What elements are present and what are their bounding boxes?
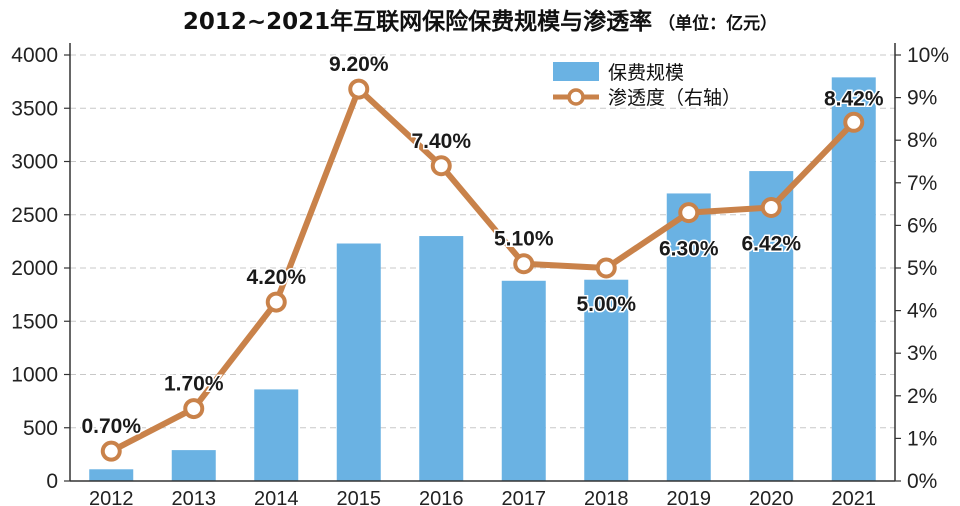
unit-note: （单位：亿元） [658,14,778,34]
y-left-tick-label: 4000 [11,44,58,67]
y-axis-right: 0% 1% 2% 3% 4% 5% 6% 7% 8% 9% 10% [895,44,949,493]
line-marker [760,197,782,219]
y-right-tick-label: 4% [907,300,937,323]
bar [419,236,464,481]
chart-title-text: 2012~2021年互联网保险保费规模与渗透率 [182,9,653,35]
y-right-tick-label: 8% [907,129,937,152]
y-right-tick-label: 5% [907,257,937,280]
y-right-tick-label: 9% [907,87,937,110]
x-tick-label: 2014 [254,488,299,506]
line-marker [678,202,700,224]
y-right-tick-label: 3% [907,342,937,365]
bar [336,243,381,481]
bar [171,450,216,481]
y-left-tick-label: 3500 [11,97,58,120]
line-marker [265,291,287,313]
line-path [109,86,856,454]
line-marker [595,257,617,279]
line-series [100,78,865,462]
x-axis: 2012 2013 2014 2015 2016 2017 2018 2019 2020 2021 [89,488,876,506]
x-tick-label: 2015 [337,488,382,506]
bar [831,77,876,482]
x-tick-label: 2021 [832,488,877,506]
legend-line-label: 渗透度（右轴） [608,87,741,109]
y-left-tick-label: 2000 [11,257,58,280]
data-label: 5.00% [576,293,636,316]
data-label: 9.20% [329,53,389,76]
x-tick-label: 2019 [667,488,712,506]
bar [584,279,629,481]
y-right-tick-label: 6% [907,214,937,237]
y-right-tick-label: 10% [907,44,949,67]
line-marker [348,78,370,100]
y-left-tick-label: 3000 [11,151,58,174]
y-right-tick-label: 7% [907,172,937,195]
line-marker [430,155,452,177]
legend-bar-label: 保费规模 [608,62,684,84]
bar [254,389,299,481]
y-axis-left: 0 500 1000 1500 2000 2500 3000 3500 4000 [11,44,70,493]
y-right-tick-label: 1% [907,427,937,450]
legend-line-marker [567,88,585,106]
data-label: 7.40% [411,130,471,153]
data-label: 5.10% [494,228,554,251]
axes [69,43,896,482]
line-marker [843,111,865,133]
y-left-tick-label: 1500 [11,310,58,333]
data-label: 6.30% [659,238,719,261]
bar [666,193,711,481]
chart-title: 2012~2021年互联网保险保费规模与渗透率 （单位：亿元） [0,2,960,36]
data-label: 6.42% [741,233,801,256]
data-label: 0.70% [81,415,141,438]
y-right-tick-label: 0% [907,470,937,493]
data-label: 4.20% [246,266,306,289]
bar [749,171,794,481]
y-left-tick-label: 1000 [11,364,58,387]
data-labels: 0.70% 1.70% 4.20% 9.20% 7.40% 5.10% 5.00% 6.30%… [80,52,885,440]
x-tick-label: 2016 [419,488,464,506]
line-marker [183,398,205,420]
x-tick-label: 2020 [749,488,794,506]
data-label: 1.70% [164,373,224,396]
bar [89,469,134,481]
y-left-tick-label: 0 [46,470,58,493]
bar-series [89,77,876,482]
y-left-tick-label: 2500 [11,204,58,227]
line-marker [100,440,122,462]
data-label: 8.42% [824,87,884,110]
y-left-tick-label: 500 [23,417,58,440]
x-tick-label: 2012 [89,488,134,506]
x-tick-label: 2017 [502,488,547,506]
x-tick-label: 2018 [584,488,629,506]
y-right-tick-label: 2% [907,385,937,408]
bar [501,280,546,481]
legend-bar-swatch [553,62,599,81]
line-marker [513,253,535,275]
x-tick-label: 2013 [172,488,217,506]
